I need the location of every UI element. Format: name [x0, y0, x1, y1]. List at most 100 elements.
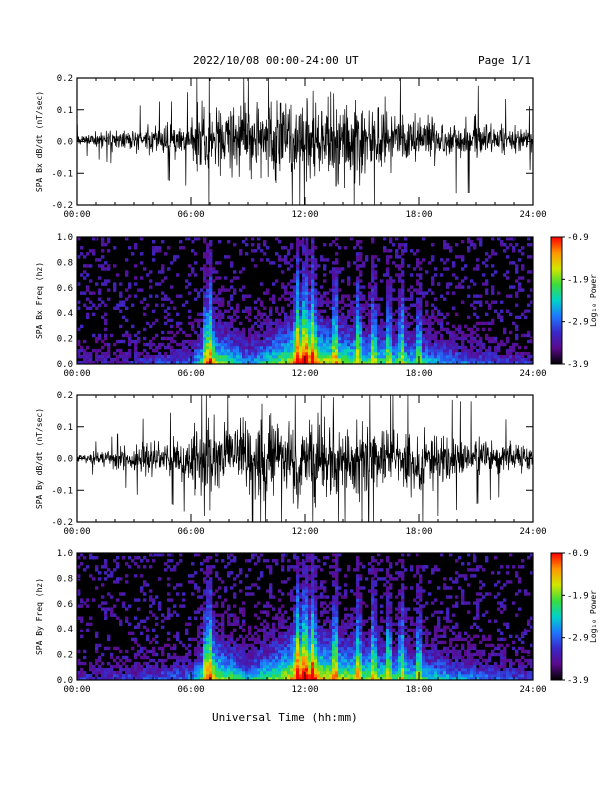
- spectrogram-cell: [248, 351, 252, 356]
- spectrogram-cell: [155, 616, 159, 620]
- spectrogram-cell: [281, 556, 285, 560]
- spectrogram-cell: [233, 348, 237, 353]
- spectrogram-cell: [461, 267, 465, 271]
- spectrogram-cell: [323, 333, 327, 338]
- spectrogram-cell: [140, 676, 144, 681]
- spectrogram-cell: [485, 258, 489, 262]
- spectrogram-cell: [308, 333, 312, 338]
- spectrogram-cell: [464, 345, 468, 350]
- spectrogram-cell: [197, 348, 201, 353]
- spectrogram-cell: [77, 658, 81, 663]
- spectrogram-cell: [323, 339, 327, 344]
- spectrogram-cell: [449, 246, 453, 250]
- spectrogram-cell: [284, 258, 288, 262]
- spectrogram-cell: [167, 577, 171, 581]
- spectrogram-cell: [443, 243, 447, 247]
- spectrogram-cell: [206, 565, 210, 569]
- spectrogram-cell: [215, 625, 219, 629]
- spectrogram-cell: [419, 306, 423, 310]
- spectrogram-cell: [161, 264, 165, 268]
- spectrogram-cell: [209, 634, 213, 639]
- spectrogram-cell: [134, 243, 138, 247]
- spectrogram-cell: [200, 348, 204, 353]
- spectrogram-cell: [329, 625, 333, 629]
- spectrogram-cell: [95, 568, 99, 572]
- spectrogram-cell: [314, 336, 318, 341]
- spectrogram-cell: [431, 342, 435, 347]
- spectrogram-cell: [269, 261, 273, 265]
- spectrogram-cell: [146, 354, 150, 359]
- spectrogram-cell: [395, 309, 399, 313]
- spectrogram-cell: [374, 270, 378, 274]
- spectrogram-cell: [485, 282, 489, 286]
- spectrogram-cell: [89, 351, 93, 356]
- spectrogram-cell: [329, 360, 333, 365]
- spectrogram-cell: [416, 264, 420, 268]
- spectrogram-cell: [272, 282, 276, 286]
- spectrogram-cell: [347, 294, 351, 298]
- spectrogram-cell: [365, 354, 369, 359]
- spectrogram-cell: [329, 351, 333, 356]
- spectrogram-cell: [275, 562, 279, 566]
- spectrogram-cell: [401, 279, 405, 283]
- spectrogram-cell: [275, 664, 279, 669]
- spectrogram-cell: [269, 348, 273, 353]
- spectrogram-cell: [296, 309, 300, 313]
- spectrogram-cell: [428, 360, 432, 365]
- spectrogram-cell: [170, 336, 174, 341]
- spectrogram-cell: [311, 297, 315, 301]
- spectrogram-cell: [335, 330, 339, 335]
- spectrogram-cell: [392, 261, 396, 265]
- spectrogram-cell: [218, 673, 222, 678]
- spectrogram-cell: [353, 357, 357, 362]
- spectrogram-cell: [314, 634, 318, 639]
- spectrogram-cell: [209, 327, 213, 332]
- spectrogram-cell: [296, 303, 300, 307]
- spectrogram-cell: [152, 246, 156, 250]
- spectrogram-cell: [284, 345, 288, 350]
- spectrogram-cell: [344, 622, 348, 626]
- spectrogram-cell: [179, 670, 183, 675]
- spectrogram-cell: [260, 574, 264, 578]
- spectrogram-cell: [470, 360, 474, 365]
- spectrogram-cell: [296, 625, 300, 629]
- spectrogram-cell: [209, 670, 213, 675]
- spectrogram-cell: [209, 586, 213, 590]
- spectrogram-cell: [272, 261, 276, 265]
- spectrogram-cell: [308, 339, 312, 344]
- spectrogram-cell: [311, 613, 315, 617]
- spectrogram-cell: [344, 652, 348, 657]
- spectrogram-cell: [347, 336, 351, 341]
- spectrogram-cell: [341, 321, 345, 326]
- spectrogram-cell: [293, 360, 297, 365]
- spectrogram-cell: [194, 673, 198, 678]
- spectrogram-cell: [245, 574, 249, 578]
- spectrogram-cell: [185, 333, 189, 338]
- spectrogram-cell: [146, 655, 150, 660]
- spectrogram-cell: [224, 586, 228, 590]
- spectrogram-cell: [197, 553, 201, 557]
- spectrogram-cell: [251, 354, 255, 359]
- spectrogram-cell: [317, 643, 321, 648]
- spectrogram-cell: [113, 285, 117, 289]
- spectrogram-cell: [308, 279, 312, 283]
- spectrogram-cell: [443, 315, 447, 320]
- spectrogram-cell: [326, 658, 330, 663]
- spectrogram-cell: [227, 240, 231, 244]
- spectrogram-cell: [209, 243, 213, 247]
- spectrogram-cell: [128, 670, 132, 675]
- spectrogram-cell: [521, 264, 525, 268]
- spectrogram-cell: [140, 649, 144, 654]
- spectrogram-cell: [314, 258, 318, 262]
- spectrogram-cell: [194, 360, 198, 365]
- spectrogram-cell: [101, 354, 105, 359]
- spectrogram-cell: [194, 571, 198, 575]
- spectrogram-cell: [167, 673, 171, 678]
- spectrogram-cell: [302, 586, 306, 590]
- spectrogram-cell: [221, 655, 225, 660]
- spectrogram-cell: [491, 273, 495, 277]
- spectrogram-cell: [239, 288, 243, 292]
- spectrogram-cell: [302, 261, 306, 265]
- spectrogram-cell: [254, 333, 258, 338]
- spectrogram-cell: [302, 348, 306, 353]
